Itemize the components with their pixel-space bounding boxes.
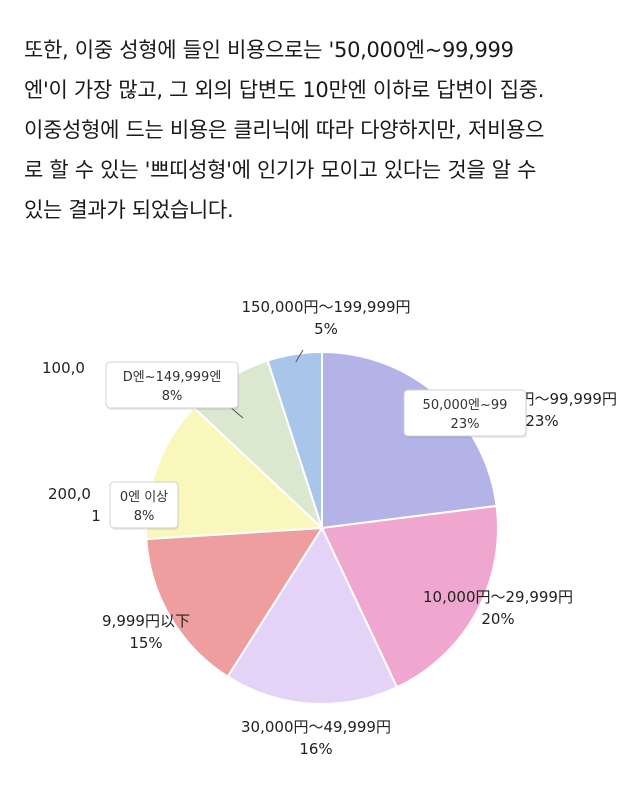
slice-name-label: 200,0 bbox=[48, 485, 91, 503]
pie-slice[interactable] bbox=[266, 350, 323, 529]
tooltip: 50,000엔~99 23% bbox=[403, 389, 527, 438]
article-line: 또한, 이중 성형에 들인 비용으로는 '50,000엔~99,999 bbox=[24, 38, 514, 62]
tooltip: 0엔 이상 8% bbox=[109, 481, 179, 530]
slice-percent-label: 16% bbox=[299, 740, 332, 758]
tooltip-box bbox=[109, 481, 179, 529]
tooltip-box bbox=[403, 389, 527, 437]
slice-percent-label: 15% bbox=[129, 634, 162, 652]
tooltip: D엔~149,999엔 8% bbox=[105, 361, 239, 410]
pie-slice[interactable] bbox=[320, 504, 499, 689]
slice-percent-label: 1 bbox=[91, 507, 101, 525]
tooltip-value: 23% bbox=[451, 417, 480, 432]
slice-name-label: 100,0 bbox=[42, 359, 85, 377]
tooltip-box bbox=[105, 361, 239, 409]
tooltip-value: 8% bbox=[162, 389, 183, 404]
slice-name-label: 10,000円～29,999円 bbox=[423, 588, 573, 606]
slice-percent-label: 23% bbox=[525, 412, 558, 430]
slice-percent-label: 5% bbox=[314, 320, 338, 338]
tooltip-title: 0엔 이상 bbox=[120, 490, 168, 505]
slice-name-label: 30,000円～49,999円 bbox=[241, 718, 391, 736]
leader-line bbox=[295, 349, 304, 363]
pie-slice[interactable] bbox=[226, 525, 399, 705]
tooltip-title: 50,000엔~99 bbox=[423, 398, 508, 413]
tooltip-title: D엔~149,999엔 bbox=[123, 370, 222, 385]
article-line: 있는 결과가 되었습니다. bbox=[24, 198, 234, 222]
article-line: 이중성형에 드는 비용은 클리닉에 따라 다양하지만, 저비용으 bbox=[24, 118, 545, 142]
article-line: 로 할 수 있는 '쁘띠성형'에 인기가 모이고 있다는 것을 알 수 bbox=[24, 158, 537, 182]
pie-slice[interactable] bbox=[145, 526, 324, 678]
tooltips: 50,000엔~99 23% D엔~149,999엔 8% 0엔 이상 8% bbox=[105, 361, 527, 530]
article-line: 엔'이 가장 많고, 그 외의 답변도 10만엔 이하로 답변이 집중. bbox=[24, 78, 545, 102]
slice-name-label: 9,999円以下 bbox=[102, 612, 190, 630]
slice-percent-label: 20% bbox=[481, 610, 514, 628]
pie-chart: 50,000円～99,999円 23% 10,000円～29,999円 20% 30,0… bbox=[0, 270, 640, 796]
article-text: 또한, 이중 성형에 들인 비용으로는 '50,000엔~99,999 엔'이 … bbox=[24, 30, 624, 230]
slice-name-label: 150,000円～199,999円 bbox=[241, 298, 410, 316]
slice-labels: 50,000円～99,999円23%10,000円～29,999円20%30,0… bbox=[42, 298, 617, 758]
tooltip-value: 8% bbox=[134, 509, 155, 524]
pie-slice[interactable] bbox=[321, 350, 498, 530]
pie-chart-svg: 50,000円～99,999円23%10,000円～29,999円20%30,0… bbox=[42, 298, 617, 758]
pie-slice[interactable] bbox=[145, 406, 325, 541]
